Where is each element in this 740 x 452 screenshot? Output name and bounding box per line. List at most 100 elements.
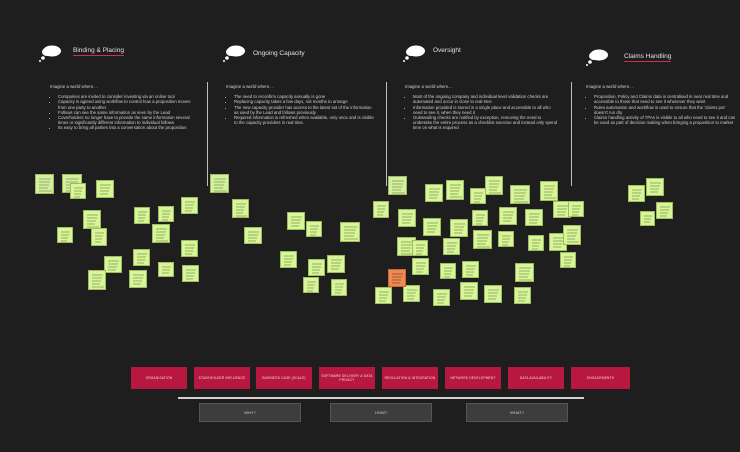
sticky-note[interactable] [182, 265, 199, 282]
sticky-note[interactable] [375, 287, 392, 304]
sticky-note[interactable] [440, 263, 456, 279]
sticky-note[interactable] [88, 270, 106, 290]
sticky-note[interactable] [96, 180, 114, 198]
sticky-note-scribble [138, 211, 147, 222]
how-box[interactable]: HOW? [330, 403, 432, 422]
sticky-note[interactable] [510, 185, 530, 204]
sticky-note[interactable] [403, 285, 420, 302]
sticky-note-scribble [532, 239, 541, 250]
sticky-note[interactable] [646, 178, 664, 196]
sticky-note[interactable] [398, 209, 416, 227]
sticky-note[interactable] [303, 277, 319, 293]
column-intro: Imagine a world where... [226, 84, 273, 89]
stage-regulation[interactable]: REGULATION & INTEGRATION [382, 367, 438, 389]
sticky-note[interactable] [425, 184, 443, 202]
sticky-note-scribble [567, 229, 579, 243]
sticky-note[interactable] [280, 251, 297, 268]
sticky-note[interactable] [158, 206, 174, 222]
sticky-note[interactable] [104, 256, 122, 273]
sticky-note[interactable] [472, 210, 488, 226]
sticky-note[interactable] [133, 249, 150, 266]
stage-organisation[interactable]: ORGANISATION [131, 367, 187, 389]
sticky-note[interactable] [423, 218, 441, 236]
stage-stakeholder-influence[interactable]: STAKEHOLDER INFLUENCE [194, 367, 250, 389]
sticky-note-scribble [427, 222, 438, 233]
sticky-note[interactable] [340, 222, 360, 242]
sticky-note[interactable] [306, 221, 322, 237]
sticky-note[interactable] [514, 287, 531, 304]
sticky-note[interactable] [470, 188, 486, 204]
sticky-note[interactable] [308, 259, 325, 276]
sticky-note[interactable] [484, 285, 502, 303]
sticky-note[interactable] [528, 235, 544, 251]
sticky-note[interactable] [563, 225, 581, 245]
sticky-note[interactable] [388, 269, 406, 287]
column-body-claims: Imagine a world where... Proposition, Po… [586, 84, 736, 125]
sticky-note-scribble [450, 184, 462, 198]
sticky-note-scribble [632, 189, 642, 200]
sticky-note[interactable] [232, 199, 249, 218]
sticky-note[interactable] [181, 197, 198, 214]
sticky-note[interactable] [525, 209, 543, 226]
sticky-note[interactable] [412, 258, 429, 275]
stage-engagements[interactable]: ENGAGEMENTS [571, 367, 630, 389]
sticky-note[interactable] [83, 210, 101, 229]
sticky-note[interactable] [473, 230, 492, 249]
stage-network-development[interactable]: NETWORK DEVELOPMENT [445, 367, 501, 389]
sticky-note[interactable] [568, 201, 584, 217]
sticky-note[interactable] [287, 212, 305, 230]
why-box[interactable]: WHY? [199, 403, 301, 422]
sticky-note-scribble [464, 286, 475, 297]
sticky-note[interactable] [57, 227, 73, 243]
sticky-note[interactable] [460, 282, 478, 300]
stage-software-delivery[interactable]: SOFTWARE DELIVERY & DATA PRIVACY [319, 367, 375, 389]
sticky-note[interactable] [210, 174, 229, 193]
sticky-note[interactable] [499, 207, 517, 225]
bullet: Follows can see the same information as … [58, 110, 200, 115]
sticky-note[interactable] [560, 252, 576, 268]
sticky-note[interactable] [540, 181, 558, 201]
sticky-note[interactable] [485, 176, 503, 195]
sticky-note[interactable] [327, 255, 345, 273]
sticky-note[interactable] [640, 211, 655, 226]
sticky-note[interactable] [412, 240, 428, 256]
bullet: Companies are invited to consider invest… [58, 94, 200, 99]
stage-data-availability[interactable]: DATA AVAILABILITY [508, 367, 564, 389]
sticky-note-scribble [291, 216, 302, 227]
thought-cloud-icon [403, 45, 425, 62]
sticky-note[interactable] [91, 228, 107, 246]
column-divider [386, 82, 387, 186]
sticky-note-scribble [529, 213, 540, 224]
sticky-note-scribble [248, 231, 259, 242]
column-intro: Imagine a world where... [405, 84, 452, 89]
sticky-note[interactable] [446, 180, 464, 200]
sticky-note-scribble [162, 210, 171, 221]
column-body-binding: Imagine a world where... Companies are i… [50, 84, 200, 131]
sticky-note[interactable] [35, 174, 54, 194]
sticky-note[interactable] [129, 270, 147, 288]
sticky-note-scribble [502, 235, 511, 246]
what-box[interactable]: WHAT? [466, 403, 568, 422]
sticky-note[interactable] [450, 219, 468, 237]
sticky-note[interactable] [628, 185, 645, 202]
sticky-note[interactable] [70, 183, 86, 199]
sticky-note-scribble [476, 214, 485, 225]
sticky-note[interactable] [152, 224, 170, 243]
sticky-note[interactable] [134, 207, 150, 224]
stage-business-case[interactable]: BUSINESS CASE (SCALE) [256, 367, 312, 389]
sticky-note[interactable] [433, 289, 450, 306]
sticky-note[interactable] [388, 176, 407, 195]
sticky-note[interactable] [373, 201, 389, 218]
sticky-note[interactable] [498, 231, 514, 247]
sticky-note[interactable] [158, 262, 174, 277]
sticky-note-scribble [162, 266, 171, 274]
sticky-note[interactable] [244, 227, 262, 244]
sticky-note[interactable] [656, 202, 673, 219]
sticky-note[interactable] [462, 261, 479, 278]
sticky-note-scribble [39, 178, 52, 192]
sticky-note[interactable] [397, 237, 416, 256]
sticky-note[interactable] [443, 238, 460, 255]
sticky-note[interactable] [331, 279, 347, 296]
sticky-note[interactable] [181, 240, 198, 257]
sticky-note[interactable] [515, 263, 534, 282]
